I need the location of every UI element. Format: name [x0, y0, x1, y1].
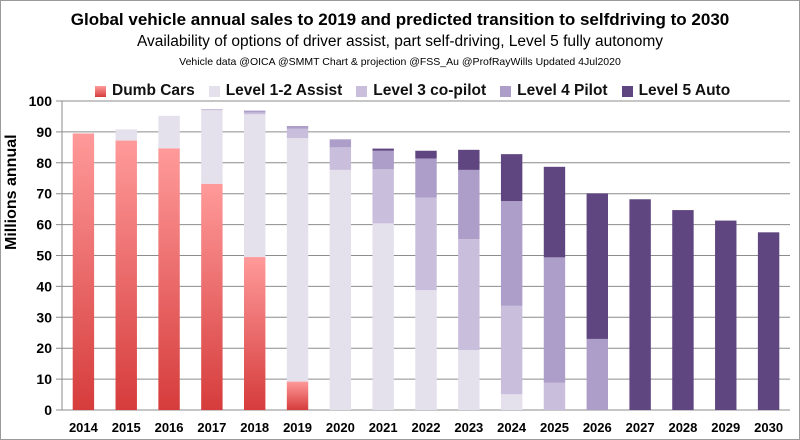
legend-label: Level 3 co-pilot	[373, 82, 487, 99]
bar-segment-level-1-2-assist	[458, 350, 480, 410]
y-tick-label: 100	[29, 93, 53, 109]
x-tick-label: 2023	[454, 420, 483, 435]
bar-segment-dumb-cars	[201, 183, 223, 410]
bar-segment-level-1-2-assist	[201, 110, 223, 184]
bar-segment-level-1-2-assist	[244, 114, 266, 258]
bar-segment-level-5-auto	[586, 193, 608, 339]
legend: Dumb Cars Level 1-2 Assist Level 3 co-pilo…	[95, 82, 730, 100]
legend-item: Level 3 co-pilot	[356, 82, 486, 100]
legend-swatch	[356, 85, 368, 97]
legend-item: Level 1-2 Assist	[208, 82, 343, 100]
bar-segment-level-4-pilot	[329, 139, 352, 148]
legend-item: Level 5 Auto	[621, 82, 731, 100]
bar-segment-level-3-co-pilot	[201, 109, 223, 111]
bar-segment-level-5-auto	[543, 166, 566, 258]
bar-segment-level-3-co-pilot	[500, 305, 523, 395]
legend-item: Dumb Cars	[95, 82, 195, 100]
bar-segment-level-3-co-pilot	[329, 147, 352, 170]
x-tick-label: 2026	[583, 420, 612, 435]
bar-segment-level-4-pilot	[244, 110, 266, 113]
x-tick-label: 2016	[155, 420, 184, 435]
x-tick-label: 2022	[412, 420, 441, 435]
bar-segment-dumb-cars	[244, 257, 266, 410]
bar-segment-level-4-pilot	[372, 150, 394, 170]
y-tick-label: 50	[36, 248, 52, 264]
y-tick-label: 80	[36, 155, 52, 171]
bar-segment-level-1-2-assist	[158, 115, 180, 149]
bar-segment-level-4-pilot	[543, 257, 566, 383]
bar-segment-dumb-cars	[115, 140, 137, 410]
legend-swatch	[208, 85, 220, 97]
x-tick-label: 2030	[754, 420, 783, 435]
bar-segment-level-3-co-pilot	[372, 169, 394, 224]
bar-segment-level-4-pilot	[458, 169, 480, 240]
bar-segment-level-3-co-pilot	[543, 382, 566, 410]
bar-segment-level-5-auto	[629, 199, 651, 410]
bar-segment-level-5-auto	[715, 220, 737, 410]
bar-segment-level-3-co-pilot	[244, 112, 266, 115]
bar-segment-level-1-2-assist	[115, 129, 137, 141]
bar-segment-level-3-co-pilot	[415, 197, 437, 291]
legend-label: Level 1-2 Assist	[225, 82, 343, 99]
x-tick-label: 2028	[668, 420, 697, 435]
chart-title: Global vehicle annual sales to 2019 and …	[70, 10, 730, 29]
y-tick-label: 0	[44, 402, 52, 418]
x-tick-label: 2021	[369, 420, 398, 435]
bar-segment-level-3-co-pilot	[458, 239, 480, 351]
bar-segment-level-5-auto	[500, 154, 523, 202]
chart-subtitle: Availability of options of driver assist…	[136, 33, 664, 50]
y-tick-label: 10	[36, 371, 52, 387]
x-tick-label: 2017	[197, 420, 226, 435]
bar-segment-level-3-co-pilot	[286, 128, 309, 139]
bar-segment-level-5-auto	[415, 150, 437, 159]
bar-segment-level-5-auto	[672, 210, 694, 410]
x-tick-label: 2027	[626, 420, 655, 435]
bar-segment-dumb-cars	[72, 133, 95, 410]
legend-item: Level 4 Pilot	[500, 82, 608, 100]
x-tick-label: 2015	[112, 420, 141, 435]
legend-label: Level 4 Pilot	[517, 82, 608, 99]
y-tick-label: 40	[36, 278, 52, 294]
bar-segment-dumb-cars	[158, 148, 180, 411]
bar-segment-level-1-2-assist	[500, 394, 523, 410]
legend-label: Dumb Cars	[112, 82, 195, 99]
x-tick-label: 2025	[540, 420, 569, 435]
x-tick-label: 2014	[69, 420, 99, 435]
bar-segment-level-4-pilot	[500, 201, 523, 306]
y-tick-label: 30	[36, 309, 52, 325]
x-tick-label: 2020	[326, 420, 355, 435]
bar-segment-level-4-pilot	[286, 126, 309, 129]
bar-segment-level-5-auto	[372, 148, 394, 151]
chart-credit: Vehicle data @OICA @SMMT Chart & project…	[179, 56, 621, 68]
x-tick-label: 2018	[240, 420, 269, 435]
bar-segment-level-4-pilot	[415, 158, 437, 198]
bar-segment-level-5-auto	[458, 149, 480, 170]
legend-swatch	[500, 85, 512, 97]
bar-segment-level-5-auto	[757, 232, 780, 410]
bar-segment-level-1-2-assist	[286, 138, 309, 382]
x-tick-label: 2024	[497, 420, 527, 435]
y-tick-label: 60	[36, 217, 52, 233]
y-tick-label: 90	[36, 124, 52, 140]
legend-swatch	[621, 85, 633, 97]
bar-segment-level-4-pilot	[586, 338, 608, 410]
bar-segment-level-1-2-assist	[372, 223, 394, 410]
x-tick-label: 2029	[711, 420, 740, 435]
y-tick-label: 20	[36, 340, 52, 356]
legend-label: Level 5 Auto	[638, 82, 731, 99]
x-tick-label: 2019	[283, 420, 312, 435]
bar-segment-level-1-2-assist	[329, 169, 352, 410]
bar-segment-dumb-cars	[286, 381, 309, 410]
bar-segment-level-1-2-assist	[415, 290, 437, 410]
y-tick-label: 70	[36, 186, 52, 202]
legend-swatch	[95, 85, 106, 97]
